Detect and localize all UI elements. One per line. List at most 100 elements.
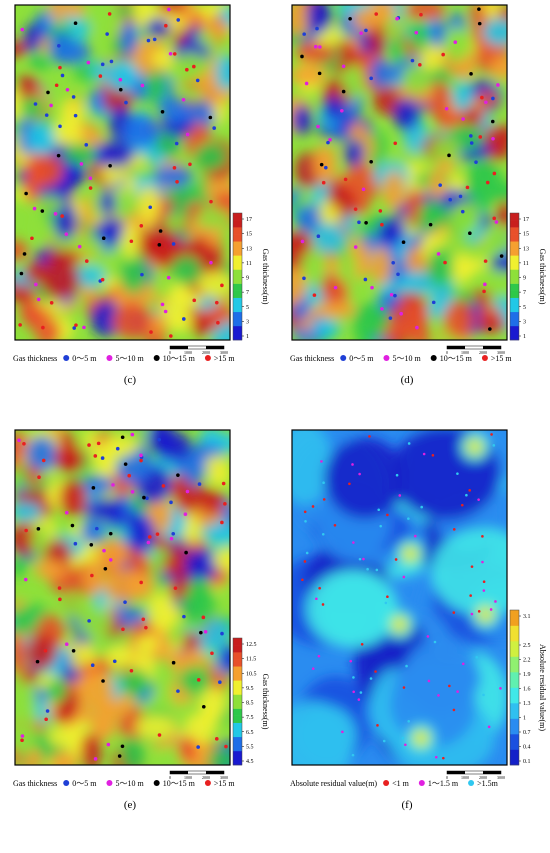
map-blob <box>59 479 88 517</box>
well <box>427 679 431 683</box>
well <box>169 500 173 505</box>
well <box>123 462 128 466</box>
well <box>491 137 495 141</box>
well <box>352 690 355 694</box>
colorbar-swatch <box>510 703 519 712</box>
well <box>84 259 89 263</box>
legend-marker <box>106 780 113 786</box>
well <box>65 87 70 92</box>
well <box>197 482 202 486</box>
well <box>157 243 162 247</box>
map-blob <box>63 5 86 18</box>
well <box>140 83 145 88</box>
colorbar-tick-label: 5.5 <box>246 744 254 750</box>
colorbar-tick-label: 15 <box>523 232 529 238</box>
legend-label: >15 m <box>214 354 236 363</box>
colorbar-tick-label: 11.5 <box>246 657 256 663</box>
colorbar-tick-label: 5 <box>246 305 249 311</box>
map-blob <box>327 178 345 208</box>
colorbar-tick-label: 5 <box>523 305 526 311</box>
colorbar-swatch <box>510 311 519 320</box>
scale-label: 1000 <box>461 775 469 780</box>
well <box>109 59 114 64</box>
map-blob <box>54 445 86 473</box>
well <box>129 239 134 244</box>
map-blob <box>179 589 216 625</box>
map-blob <box>34 317 61 340</box>
well <box>220 283 224 288</box>
well <box>489 608 493 611</box>
panel-label: (d) <box>401 374 414 386</box>
map-blob <box>90 59 108 82</box>
panel-label: (f) <box>402 799 413 811</box>
colorbar-swatch <box>510 332 519 341</box>
well <box>420 505 423 509</box>
well <box>474 160 478 164</box>
colorbar-swatch <box>233 645 242 653</box>
map-blob <box>322 96 344 122</box>
well <box>482 580 486 584</box>
colorbar-swatch <box>233 325 242 334</box>
well <box>414 30 419 35</box>
well <box>326 140 330 145</box>
map-blob <box>148 314 166 334</box>
well <box>369 159 373 164</box>
well <box>121 627 125 632</box>
well <box>426 635 430 638</box>
well <box>199 630 203 635</box>
legend-title: Absolute residual value(m) <box>290 779 377 788</box>
well <box>349 659 353 663</box>
map-peak <box>468 440 481 453</box>
well <box>36 527 41 531</box>
well <box>389 292 394 297</box>
well <box>146 540 151 545</box>
well <box>419 12 423 17</box>
well <box>57 586 62 590</box>
well <box>87 619 91 623</box>
scale-bar-segment <box>206 771 224 774</box>
map-blob <box>344 63 365 101</box>
map-blob <box>150 266 175 299</box>
well <box>214 300 219 305</box>
map-blob <box>476 90 498 107</box>
map-blob <box>171 52 209 80</box>
well <box>45 709 50 713</box>
map-blob <box>487 268 505 288</box>
well <box>129 668 134 673</box>
well <box>470 612 474 616</box>
well <box>376 724 379 727</box>
map-blob <box>465 242 484 261</box>
well <box>348 16 352 21</box>
map-blob <box>144 70 167 104</box>
legend-marker <box>63 355 70 361</box>
well <box>173 586 178 590</box>
well <box>492 171 497 176</box>
well <box>428 222 433 227</box>
map-blob <box>200 488 225 515</box>
well <box>146 38 151 43</box>
legend-label: 0～5 m <box>72 354 97 363</box>
colorbar-swatch <box>233 722 242 731</box>
map-blob <box>15 502 43 522</box>
well <box>313 44 318 49</box>
well <box>391 260 396 265</box>
well <box>157 437 161 442</box>
colorbar-swatch <box>233 269 242 277</box>
map-blob <box>369 57 392 89</box>
well <box>123 600 127 604</box>
colorbar-swatch <box>510 290 519 298</box>
map-blob <box>405 5 445 21</box>
map-blob <box>19 94 45 119</box>
map-blob <box>306 569 399 649</box>
well <box>103 566 108 571</box>
map-blob <box>344 139 364 167</box>
well <box>101 679 105 683</box>
well <box>139 223 144 228</box>
well <box>461 662 465 666</box>
colorbar-swatch <box>233 659 242 667</box>
well <box>174 141 179 146</box>
well <box>320 460 323 463</box>
well <box>41 458 46 463</box>
contour-map <box>292 5 507 340</box>
